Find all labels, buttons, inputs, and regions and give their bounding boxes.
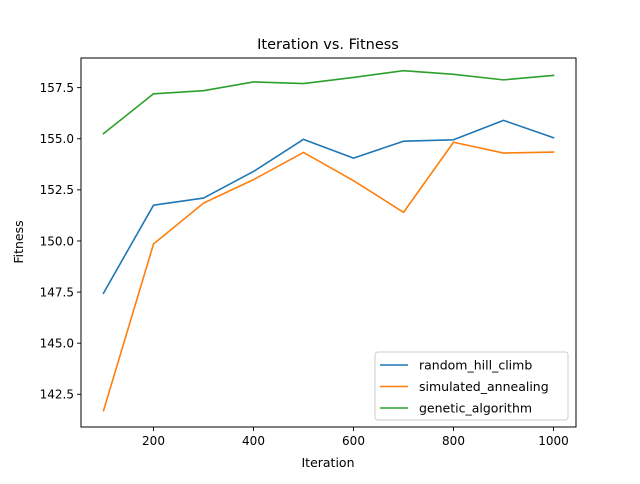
- series-line-random-hill-climb: [102, 119, 555, 295]
- y-tick-label: 145.0: [40, 336, 74, 350]
- series-lines: [102, 69, 555, 412]
- legend: random_hill_climb simulated_annealinggene…: [374, 351, 569, 421]
- y-tick-label: 142.5: [40, 388, 74, 402]
- x-tick-label: 800: [442, 434, 465, 448]
- x-axis-ticks: 200 400 600 800 1000: [142, 427, 569, 448]
- y-tick-label: 157.5: [40, 81, 74, 95]
- y-tick-label: 147.5: [40, 285, 74, 299]
- legend-label-simulated-annealing: simulated_annealing: [419, 379, 549, 394]
- x-tick-label: 400: [242, 434, 265, 448]
- y-tick-label: 150.0: [40, 234, 74, 248]
- x-tick-label: 600: [342, 434, 365, 448]
- y-axis-label: Fitness: [11, 220, 26, 263]
- x-tick-label: 1000: [538, 434, 569, 448]
- series-line-genetic-algorithm: [102, 69, 555, 135]
- legend-label-random-hill-climb: random_hill_climb: [419, 358, 532, 373]
- y-axis-ticks: 142.5 145.0 147.5 150.0 152.5 155.0 157.5: [40, 81, 81, 402]
- legend-box: [374, 351, 569, 421]
- legend-items: random_hill_climb simulated_annealinggene…: [380, 358, 549, 416]
- plot-area-frame: [80, 57, 577, 428]
- x-tick-label: 200: [142, 434, 165, 448]
- y-tick-label: 155.0: [40, 132, 74, 146]
- legend-label-genetic-algorithm: genetic_algorithm: [419, 401, 532, 416]
- x-axis-label: Iteration: [301, 455, 354, 470]
- chart-title: Iteration vs. Fitness: [257, 37, 399, 53]
- series-line-simulated-annealing: [102, 141, 555, 412]
- y-tick-label: 152.5: [40, 183, 74, 197]
